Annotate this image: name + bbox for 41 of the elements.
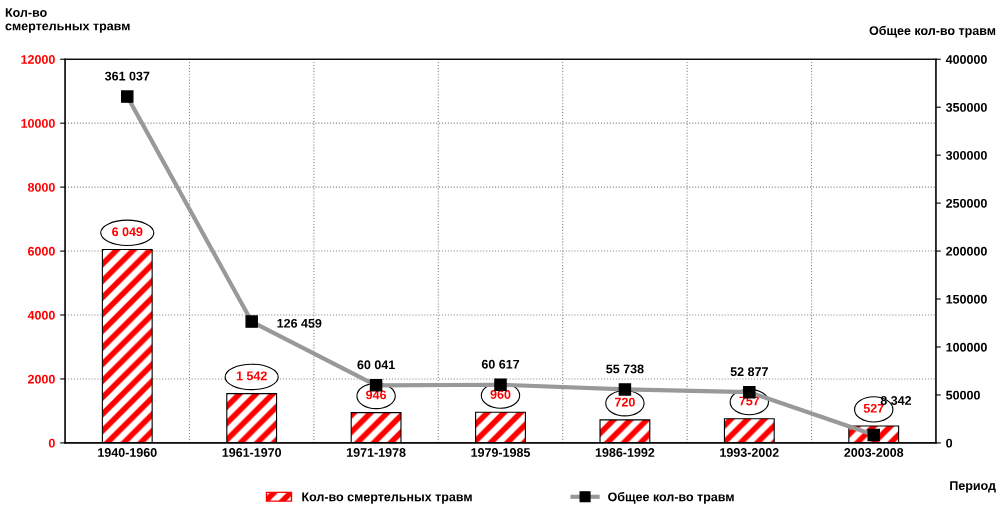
y-tick-label: 6000 <box>28 246 55 256</box>
y-tick-label: 2000 <box>27 374 55 384</box>
x-tick-label: 1986-1992 <box>595 448 655 457</box>
x-tick-label: 1979-1985 <box>471 448 531 457</box>
data-label: 960 <box>490 390 511 399</box>
data-label: 361 037 <box>104 71 150 81</box>
y2-tick-label: 100000 <box>946 342 987 352</box>
data-label: 720 <box>615 397 635 407</box>
y2-tick-label: 300000 <box>945 150 987 160</box>
y-tick-label: 4000 <box>27 310 55 320</box>
y-tick-label: 0 <box>48 438 55 448</box>
x-axis-title: Период <box>950 481 996 493</box>
y-tick-label: 12000 <box>21 55 55 64</box>
data-label: 60 041 <box>357 360 395 370</box>
x-tick-label: 2003-2008 <box>844 448 904 457</box>
y2-tick-label: 200000 <box>946 246 987 256</box>
legend-label: Кол-во смертельных травм <box>302 492 472 504</box>
y2-tick-label: 350000 <box>945 102 987 112</box>
y2-tick-label: 250000 <box>946 198 987 208</box>
data-label: 946 <box>366 390 387 400</box>
data-label: 126 459 <box>277 318 322 328</box>
y2-tick-label: 150000 <box>946 294 987 304</box>
data-label: 55 738 <box>606 364 644 374</box>
y2-tick-label: 400000 <box>945 55 987 64</box>
data-label: 8 342 <box>880 396 912 405</box>
y2-axis-title: Общее кол-во травм <box>869 25 996 38</box>
data-label: 60 617 <box>481 359 520 369</box>
y2-tick-label: 50000 <box>946 390 980 400</box>
y-tick-label: 10000 <box>21 118 55 128</box>
y2-tick-label: 0 <box>946 438 953 448</box>
data-label: 527 <box>863 403 884 413</box>
x-tick-label: 1993-2002 <box>720 448 779 457</box>
legend-label: Общее кол-во травм <box>608 491 734 504</box>
x-tick-label: 1940-1960 <box>98 448 157 457</box>
y-axis-title: Кол-во смертельных травм <box>5 8 130 33</box>
data-label: 6 049 <box>112 227 143 237</box>
x-tick-label: 1971-1978 <box>346 448 406 457</box>
data-label: 1 542 <box>236 371 267 381</box>
data-label: 52 877 <box>730 367 768 377</box>
y-tick-label: 8000 <box>27 182 55 192</box>
x-tick-label: 1961-1970 <box>222 448 282 457</box>
